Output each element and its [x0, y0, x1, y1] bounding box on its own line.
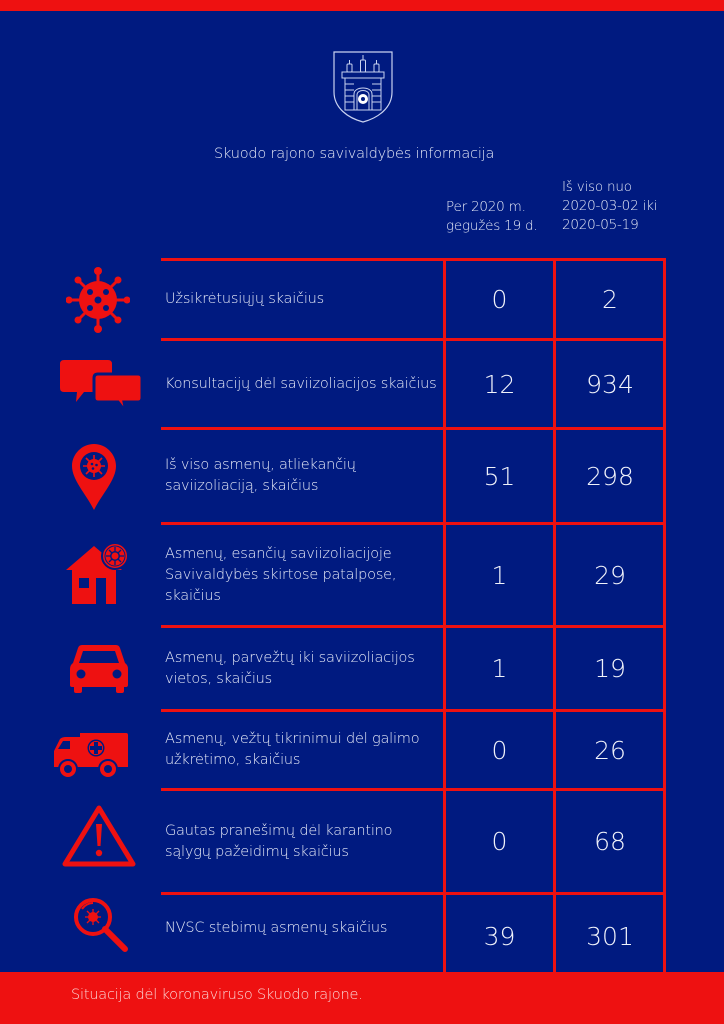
- table-divider: [161, 709, 666, 712]
- column-divider: [663, 259, 666, 972]
- column-divider: [443, 259, 446, 972]
- top-accent-bar: [0, 0, 724, 11]
- column-header-period: Per 2020 m. gegužės 19 d.: [446, 199, 538, 234]
- table-divider: [161, 625, 666, 628]
- row-value-total: 68: [594, 827, 626, 856]
- row-value-total: 29: [594, 560, 626, 590]
- row-value-day: 0: [491, 735, 508, 765]
- table-divider: [161, 427, 666, 430]
- footer-text: Situacija dėl koronaviruso Skuodo rajone…: [71, 987, 363, 1003]
- row-value-total: 298: [586, 461, 634, 491]
- row-label: Konsultacijų dėl saviizoliacijos skaičiu…: [165, 375, 437, 392]
- column-header-total: Iš viso nuo 2020-03-02 iki 2020-05-19: [562, 179, 658, 233]
- row-value-day: 1: [491, 560, 508, 590]
- row-value-day: 12: [483, 369, 516, 399]
- table-divider: [161, 338, 666, 341]
- page-title: Skuodo rajono savivaldybės informacija: [214, 146, 495, 162]
- column-divider: [553, 259, 556, 972]
- row-value-total: 2: [602, 285, 618, 314]
- row-label: Asmenų, vežtų tikrinimui dėl galimo užkr…: [165, 731, 420, 768]
- row-value-total: 301: [586, 921, 634, 951]
- car-icon: [70, 645, 128, 693]
- table-divider: [161, 892, 666, 895]
- row-label: Užsikrėtusiųjų skaičius: [165, 291, 324, 307]
- row-label: Asmenų, parvežtų iki saviizoliacijos vie…: [165, 649, 415, 687]
- row-value-total: 19: [594, 654, 626, 683]
- row-value-day: 39: [483, 921, 516, 951]
- virus-location-pin-icon: [72, 444, 116, 510]
- chat-bubbles-icon: [60, 360, 142, 412]
- row-value-day: 0: [491, 285, 508, 314]
- row-value-day: 1: [491, 654, 508, 683]
- row-label: Iš viso asmenų, atliekančių saviizoliaci…: [165, 457, 356, 494]
- coat-of-arms-icon: [333, 51, 393, 123]
- magnifier-virus-icon: [74, 898, 128, 952]
- footer-bar: Situacija dėl koronaviruso Skuodo rajone…: [0, 972, 724, 1024]
- row-value-day: 0: [491, 827, 508, 856]
- row-value-total: 26: [594, 735, 626, 765]
- row-value-total: 934: [586, 369, 634, 399]
- table-divider: [161, 258, 666, 261]
- warning-triangle-icon: [62, 805, 136, 867]
- virus-icon: [66, 267, 130, 333]
- ambulance-icon: [54, 733, 128, 779]
- table-divider: [161, 788, 666, 791]
- row-value-day: 51: [483, 461, 516, 491]
- row-label: Gautas pranešimų dėl karantino sąlygų pa…: [165, 822, 393, 860]
- house-virus-icon: [66, 542, 129, 604]
- table-divider: [161, 522, 666, 525]
- row-label: Asmenų, esančių saviizoliacijoje Savival…: [165, 545, 397, 604]
- row-label: NVSC stebimų asmenų skaičius: [165, 919, 388, 936]
